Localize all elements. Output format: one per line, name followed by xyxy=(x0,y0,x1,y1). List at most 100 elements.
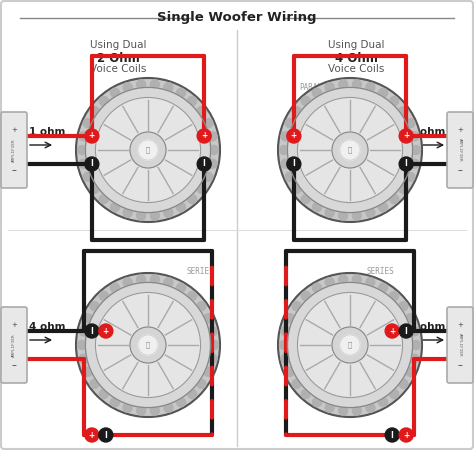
Circle shape xyxy=(379,284,388,292)
Circle shape xyxy=(99,324,113,338)
Circle shape xyxy=(411,341,420,350)
Circle shape xyxy=(130,132,166,168)
FancyBboxPatch shape xyxy=(1,307,27,383)
Circle shape xyxy=(280,145,289,154)
Circle shape xyxy=(138,140,158,160)
Text: +: + xyxy=(11,322,17,328)
Circle shape xyxy=(204,367,213,376)
Circle shape xyxy=(410,327,419,336)
Text: +: + xyxy=(291,131,297,140)
Circle shape xyxy=(123,278,132,287)
Circle shape xyxy=(197,302,206,310)
Text: –: – xyxy=(457,165,463,175)
Circle shape xyxy=(100,390,109,399)
Circle shape xyxy=(366,83,375,92)
Circle shape xyxy=(399,184,408,194)
Circle shape xyxy=(312,284,321,292)
Circle shape xyxy=(406,314,415,323)
Circle shape xyxy=(340,335,360,355)
Text: +: + xyxy=(11,127,17,133)
Circle shape xyxy=(292,379,301,388)
Circle shape xyxy=(280,341,289,350)
Text: –: – xyxy=(11,360,17,370)
Circle shape xyxy=(325,278,334,287)
Circle shape xyxy=(137,211,146,220)
Circle shape xyxy=(176,202,185,211)
Circle shape xyxy=(287,282,413,408)
Circle shape xyxy=(399,428,413,442)
Circle shape xyxy=(287,157,301,171)
Text: 8 ohm: 8 ohm xyxy=(409,322,445,332)
FancyBboxPatch shape xyxy=(447,307,473,383)
Circle shape xyxy=(210,145,219,154)
Text: +: + xyxy=(389,327,395,336)
Circle shape xyxy=(130,327,166,363)
Circle shape xyxy=(137,80,146,89)
Circle shape xyxy=(410,132,419,141)
Circle shape xyxy=(399,129,413,143)
Circle shape xyxy=(287,129,301,143)
Circle shape xyxy=(352,211,361,220)
Circle shape xyxy=(90,379,99,388)
Circle shape xyxy=(399,157,413,171)
Text: +: + xyxy=(403,431,409,440)
Circle shape xyxy=(366,278,375,287)
Circle shape xyxy=(123,208,132,217)
Circle shape xyxy=(95,292,201,397)
Text: AMPLIFIER: AMPLIFIER xyxy=(12,333,16,357)
Circle shape xyxy=(312,88,321,97)
Circle shape xyxy=(188,194,197,203)
Circle shape xyxy=(399,324,413,338)
Circle shape xyxy=(90,107,99,116)
Text: I: I xyxy=(104,431,107,440)
Circle shape xyxy=(406,367,415,376)
Circle shape xyxy=(208,159,217,168)
Circle shape xyxy=(301,390,310,399)
Circle shape xyxy=(352,406,361,415)
Circle shape xyxy=(338,80,347,89)
Circle shape xyxy=(79,354,88,363)
Circle shape xyxy=(85,87,210,213)
Circle shape xyxy=(197,379,206,388)
Circle shape xyxy=(79,159,88,168)
Circle shape xyxy=(197,184,206,194)
Text: SERIES: SERIES xyxy=(186,267,214,276)
Circle shape xyxy=(150,211,159,220)
Text: –: – xyxy=(11,165,17,175)
Text: I: I xyxy=(203,159,206,168)
Text: 4 ohm: 4 ohm xyxy=(29,322,65,332)
Text: AMPLIFIER: AMPLIFIER xyxy=(458,138,462,162)
Circle shape xyxy=(410,159,419,168)
Circle shape xyxy=(325,403,334,412)
Circle shape xyxy=(325,208,334,217)
Circle shape xyxy=(390,194,399,203)
Text: +: + xyxy=(201,131,207,140)
Circle shape xyxy=(379,88,388,97)
Circle shape xyxy=(338,275,347,284)
Circle shape xyxy=(411,145,420,154)
Circle shape xyxy=(292,107,301,116)
Text: Voice Coils: Voice Coils xyxy=(90,64,146,74)
Circle shape xyxy=(123,403,132,412)
Text: AMPLIFIER: AMPLIFIER xyxy=(458,333,462,357)
Circle shape xyxy=(110,88,119,97)
Circle shape xyxy=(85,157,99,171)
Circle shape xyxy=(188,292,197,301)
Circle shape xyxy=(292,184,301,194)
Circle shape xyxy=(352,275,361,284)
Circle shape xyxy=(188,96,197,105)
Circle shape xyxy=(188,390,197,399)
Circle shape xyxy=(164,278,173,287)
Circle shape xyxy=(176,284,185,292)
Circle shape xyxy=(100,194,109,203)
Circle shape xyxy=(281,159,290,168)
Circle shape xyxy=(78,145,86,154)
Circle shape xyxy=(197,157,211,171)
Circle shape xyxy=(76,78,220,222)
Circle shape xyxy=(164,83,173,92)
Circle shape xyxy=(83,314,92,323)
Circle shape xyxy=(137,406,146,415)
Circle shape xyxy=(204,119,213,128)
Circle shape xyxy=(292,302,301,310)
Circle shape xyxy=(85,428,99,442)
